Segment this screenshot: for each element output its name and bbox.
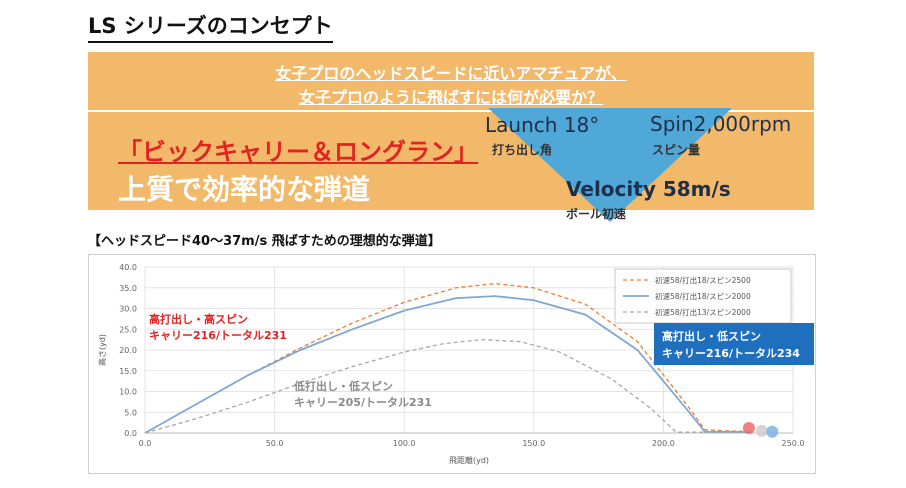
x-tick-label: 0.0: [139, 439, 152, 448]
spin-label: Spin2,000rpm: [650, 112, 792, 136]
y-axis-label: 高さ(yd): [97, 334, 107, 366]
annotation-best-box: [654, 323, 814, 365]
legend-entry: 初速58/打出13/スピン2000: [655, 307, 751, 317]
landing-point-1: [742, 422, 755, 435]
legend-entry: 初速58/打出18/スピン2000: [655, 291, 751, 301]
chart-heading: 【ヘッドスピード40～37m/s 飛ばすための理想的な弾道】: [88, 234, 441, 249]
annotation-high-spin-line2: キャリー216/トータル231: [149, 329, 287, 342]
landing-point-3: [766, 425, 779, 438]
annotation-low-launch-line1: 低打出し・低スピン: [293, 379, 393, 393]
y-tick-label: 15.0: [119, 367, 137, 376]
spin-sub-label: スピン量: [652, 143, 701, 157]
question-band: 女子プロのヘッドスピードに近いアマチュアが、 女子プロのように飛ばすには何が必要…: [88, 52, 814, 112]
velocity-sub-label: ボール初速: [566, 207, 627, 221]
annotation-high-spin-line1: 高打出し・高スピン: [149, 312, 248, 326]
velocity-label: Velocity 58m/s: [566, 177, 731, 201]
y-tick-label: 35.0: [119, 284, 137, 293]
launch-label: Launch 18°: [485, 113, 600, 137]
series-line-2: [144, 295, 752, 434]
x-tick-label: 50.0: [266, 439, 284, 448]
legend-entry: 初速58/打出18/スピン2500: [655, 275, 751, 285]
x-tick-label: 100.0: [393, 439, 416, 448]
question-line-1: 女子プロのヘッドスピードに近いアマチュアが、: [275, 64, 627, 83]
x-tick-label: 150.0: [522, 439, 545, 448]
y-tick-label: 20.0: [119, 346, 137, 355]
annotation-best-line1: 高打出し・低スピン: [662, 329, 761, 343]
question-line-2: 女子プロのように飛ばすには何が必要か？: [298, 88, 603, 107]
x-axis-label: 飛距離(yd): [449, 455, 489, 465]
y-tick-label: 5.0: [124, 408, 137, 417]
page-title: LS シリーズのコンセプト: [88, 10, 333, 43]
quality-trajectory-heading: 上質で効率的な弾道: [118, 173, 371, 206]
y-tick-label: 0.0: [124, 429, 137, 438]
x-tick-label: 250.0: [782, 439, 805, 448]
y-tick-label: 25.0: [119, 325, 137, 334]
launch-sub-label: 打ち出し角: [492, 143, 553, 157]
y-tick-label: 30.0: [119, 305, 137, 314]
series-line-3: [144, 338, 744, 434]
annotation-low-launch-line2: キャリー205/トータル231: [294, 396, 432, 409]
y-tick-label: 40.0: [119, 263, 137, 272]
y-tick-label: 10.0: [119, 388, 137, 397]
trajectory-chart-svg: 0.0 5.0 10.0 15.0 20.0 25.0 30.0 35.0 40.0 0.0 50.…: [97, 263, 814, 465]
x-tick-label: 200.0: [652, 439, 675, 448]
trajectory-chart: 0.0 5.0 10.0 15.0 20.0 25.0 30.0 35.0 40.0 0.0 50.…: [88, 254, 816, 474]
parameter-triangle: [488, 108, 732, 222]
big-carry-heading: 「ビックキャリー＆ロングラン」: [118, 138, 478, 166]
landing-point-2: [755, 424, 768, 437]
annotation-best-line2: キャリー216/トータル234: [662, 347, 800, 360]
